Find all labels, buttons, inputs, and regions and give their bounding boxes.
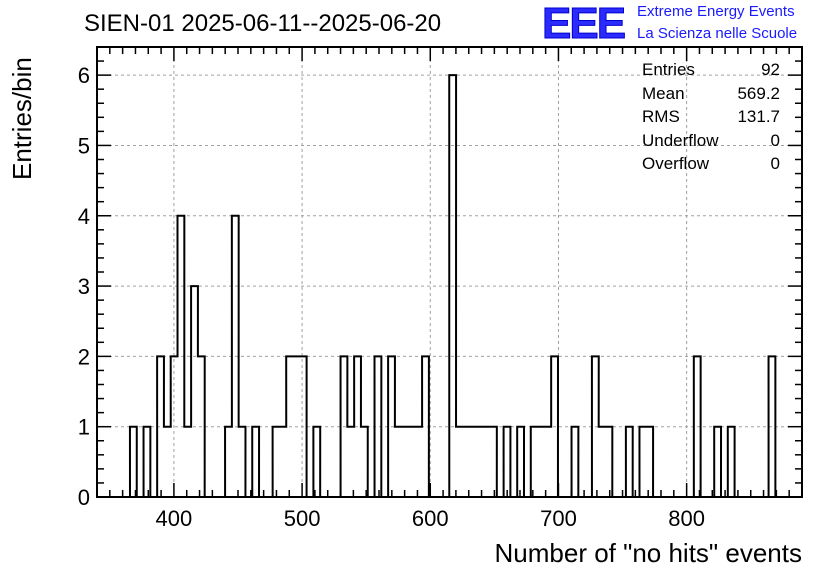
y-tick-label: 6 (78, 63, 90, 88)
x-axis-label: Number of "no hits" events (494, 538, 803, 568)
logo-line-2: La Scienza nelle Scuole (637, 25, 798, 42)
stats-label: RMS (642, 107, 680, 126)
stats-value: 0 (770, 154, 780, 173)
stats-label: Overflow (642, 154, 710, 173)
histogram-bin (164, 427, 171, 497)
stats-row-underflow: Underflow 0 (642, 131, 780, 155)
y-tick-label: 5 (78, 133, 90, 158)
stats-row-rms: RMS 131.7 (642, 107, 780, 131)
stats-value: 0 (770, 130, 780, 150)
y-tick-label: 0 (78, 485, 90, 510)
histogram-bin (470, 427, 477, 497)
y-tick-label: 1 (78, 415, 90, 440)
logo-line-1: Extreme Energy Events (637, 3, 795, 20)
stats-row-overflow: Overflow 0 (642, 154, 780, 178)
histogram-bin (456, 427, 463, 497)
histogram-bin (395, 427, 402, 497)
x-tick-label: 400 (156, 506, 193, 531)
stats-value: 92 (761, 60, 780, 79)
histogram-bin (184, 427, 191, 497)
histogram-bin (544, 427, 551, 497)
x-tick-label: 500 (284, 506, 321, 531)
histogram-bin (483, 427, 490, 497)
stats-label: Entries (642, 60, 695, 79)
stats-label: Mean (642, 83, 685, 103)
histogram-bin (402, 427, 409, 497)
histogram-bin (279, 427, 286, 497)
histogram-bin (415, 427, 422, 497)
x-tick-label: 800 (668, 506, 705, 531)
eee-logo: EEE (541, 0, 626, 48)
stats-box: Entries 92 Mean 569.2 RMS 131.7 Underflo… (642, 60, 780, 178)
histogram-bin (538, 427, 545, 497)
stats-value: 569.2 (737, 83, 780, 103)
histogram-bin (408, 427, 415, 497)
histogram-bin (463, 427, 470, 497)
stats-row-entries: Entries 92 (642, 60, 780, 84)
stats-label: Underflow (642, 130, 719, 150)
x-tick-label: 600 (412, 506, 449, 531)
y-axis-label: Entries/bin (7, 57, 37, 180)
histogram-bin (347, 427, 354, 497)
y-tick-label: 4 (78, 204, 90, 229)
chart-title: SIEN-01 2025-06-11--2025-06-20 (84, 10, 442, 37)
histogram-bin (476, 427, 483, 497)
y-tick-label: 3 (78, 274, 90, 299)
y-tick-label: 2 (78, 344, 90, 369)
stats-row-mean: Mean 569.2 (642, 84, 780, 108)
x-tick-label: 700 (540, 506, 577, 531)
histogram-bin (599, 427, 606, 497)
stats-value: 131.7 (737, 107, 780, 126)
